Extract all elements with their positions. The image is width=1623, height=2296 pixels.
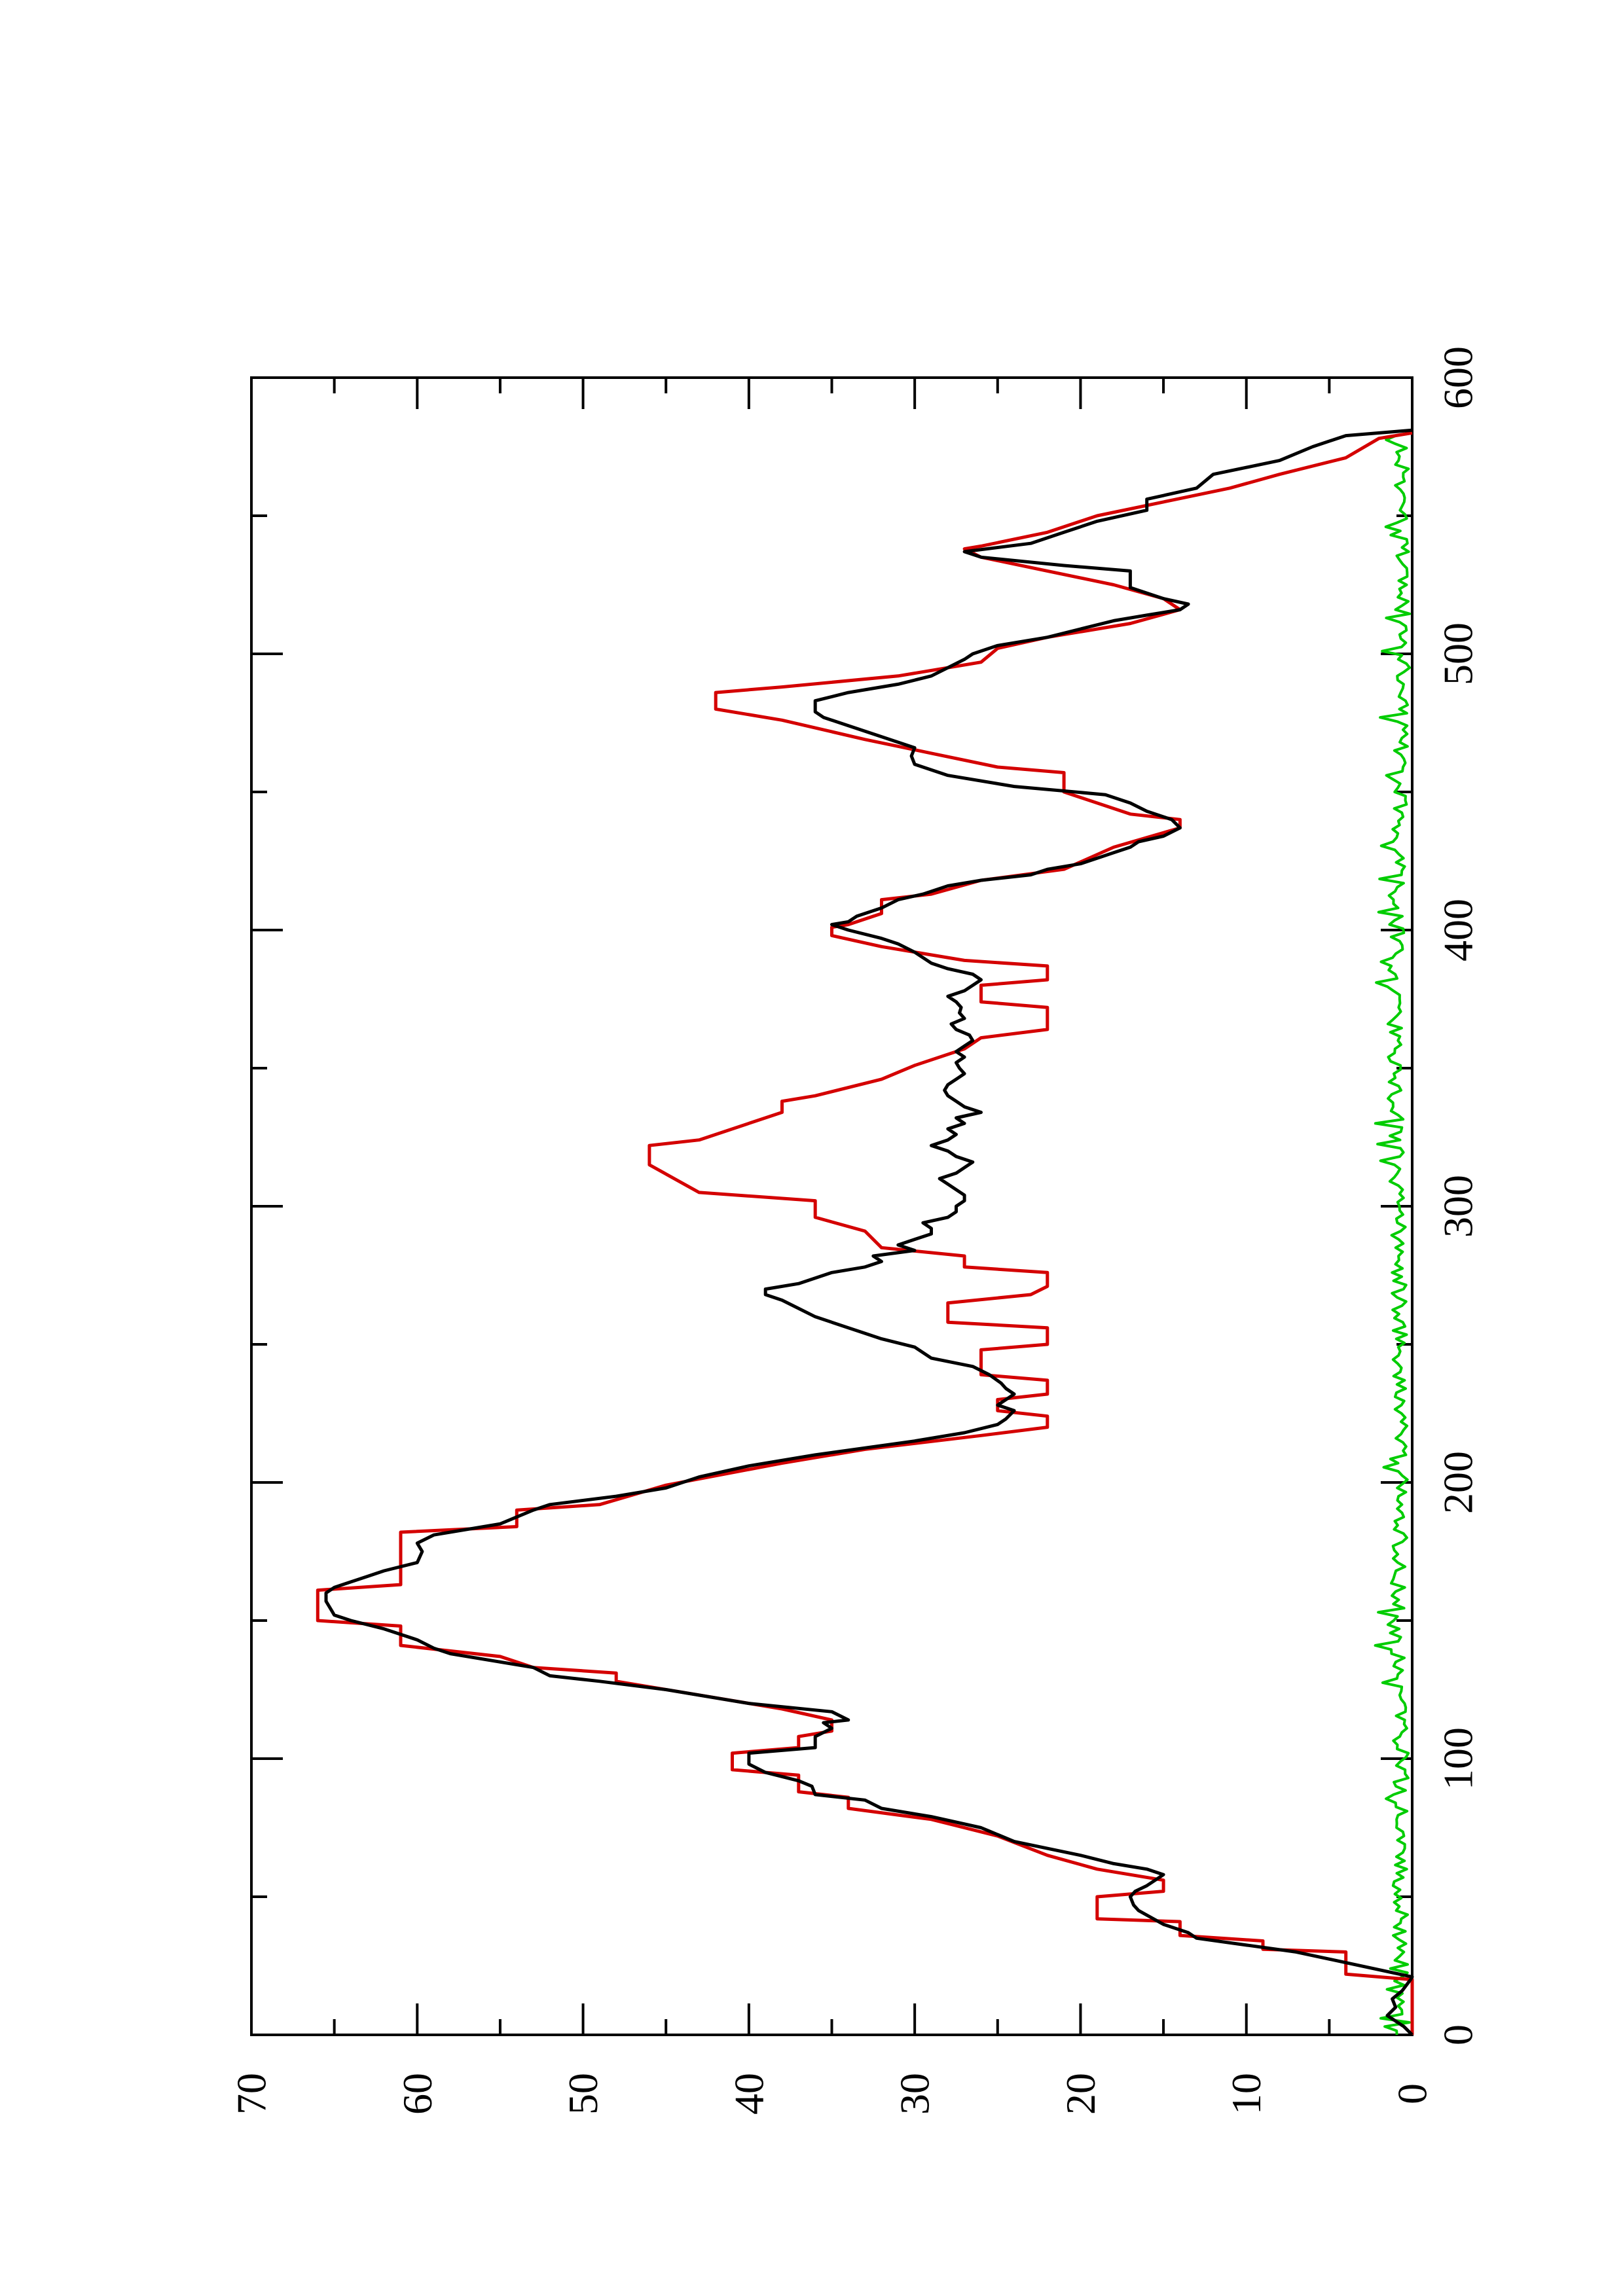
y-tick-label: 30 [892, 2073, 938, 2115]
series-line [1374, 434, 1412, 2036]
plot-area: 0 100 200 300 400 500 600 0 10 20 30 40 50 60 70 [228, 346, 1482, 2115]
y-tick-label: 60 [394, 2073, 441, 2115]
y-tick-label: 10 [1223, 2073, 1269, 2115]
x-tick-label: 300 [1435, 1175, 1482, 1238]
y-tick-label: 0 [1389, 2083, 1436, 2104]
x-tick-label: 400 [1435, 899, 1482, 961]
series-line [316, 431, 1414, 2035]
plot-frame [250, 376, 1413, 2036]
x-tick-label: 0 [1435, 2024, 1482, 2045]
y-tick-label: 70 [228, 2073, 275, 2115]
x-tick-label: 200 [1435, 1451, 1482, 1514]
series-line [324, 428, 1414, 2036]
y-tick-label: 20 [1057, 2073, 1104, 2115]
x-tick-label: 500 [1435, 622, 1482, 685]
y-tick-label: 50 [560, 2073, 606, 2115]
x-tick-label: 100 [1435, 1727, 1482, 1790]
x-tick-label: 600 [1435, 346, 1482, 409]
y-tick-label: 40 [725, 2073, 772, 2115]
